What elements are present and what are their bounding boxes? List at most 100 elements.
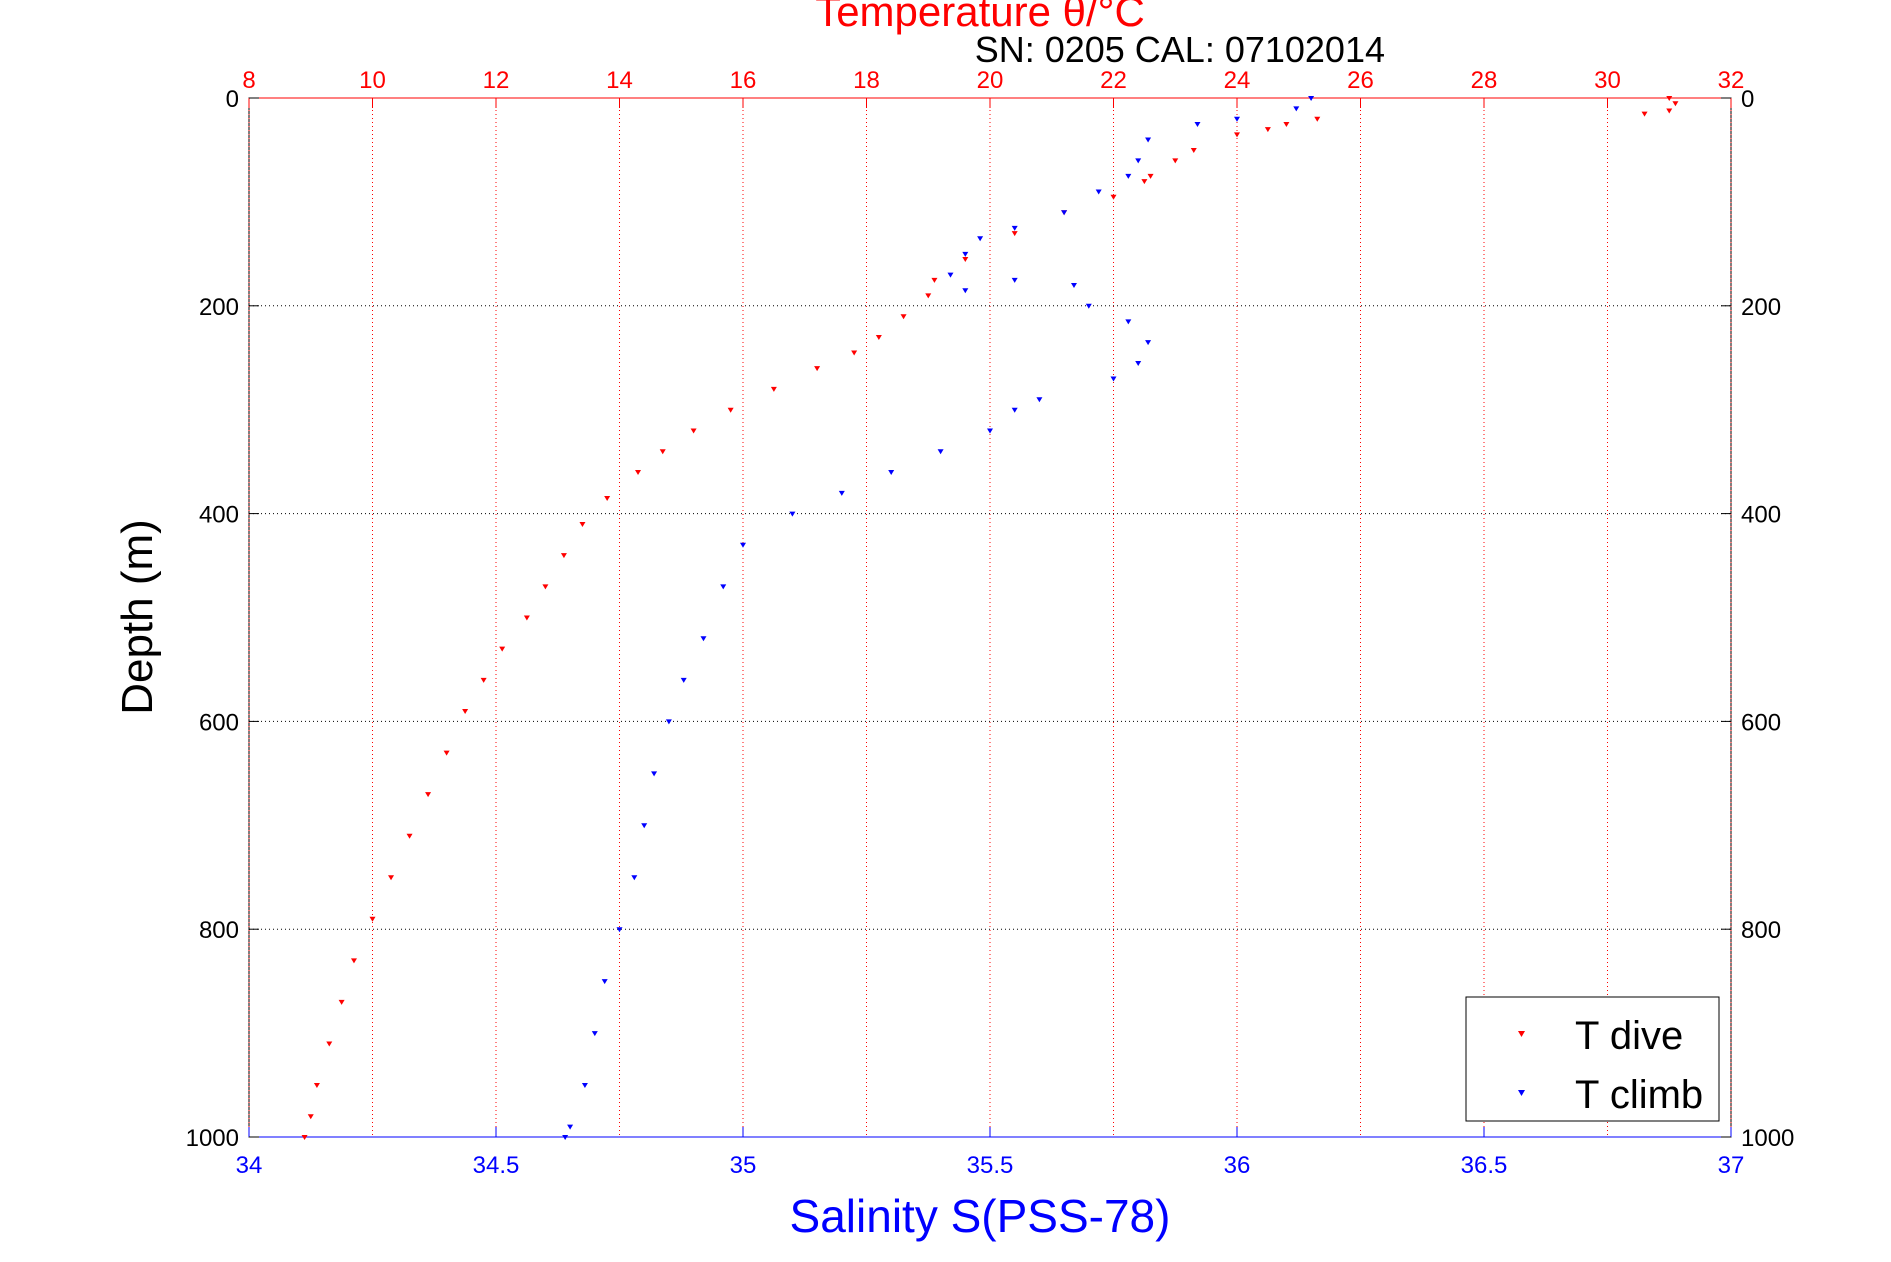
data-point [700, 636, 707, 642]
data-point [1314, 116, 1321, 122]
data-point [1036, 397, 1043, 403]
data-point [542, 584, 549, 590]
data-point [307, 1114, 314, 1120]
data-point [1234, 116, 1240, 122]
data-point [631, 875, 638, 881]
data-point [388, 875, 395, 881]
data-point [635, 470, 642, 476]
data-point [443, 750, 450, 756]
data-point [1141, 179, 1148, 185]
tick-label-temperature: 24 [1224, 67, 1251, 94]
data-point [1293, 106, 1300, 112]
data-point [1011, 407, 1018, 413]
data-point [925, 293, 932, 299]
data-point [659, 449, 666, 455]
data-point [1145, 340, 1152, 346]
data-point [1194, 121, 1201, 127]
tick-label-temperature: 10 [359, 67, 386, 94]
tick-label-salinity: 36.5 [1461, 1152, 1508, 1179]
tick-label-temperature: 30 [1594, 67, 1621, 94]
data-point [579, 521, 586, 527]
tick-label-depth-right: 1000 [1741, 1125, 1794, 1152]
data-point [814, 366, 821, 372]
data-point [1061, 210, 1068, 216]
tick-label-temperature: 14 [606, 67, 633, 94]
data-point [1110, 376, 1117, 382]
data-point [369, 916, 376, 922]
tick-label-depth-right: 800 [1741, 917, 1781, 944]
tick-label-depth-right: 400 [1741, 502, 1781, 529]
legend-box [1465, 996, 1720, 1122]
legend-marker-dive [1518, 1031, 1525, 1037]
data-point [338, 999, 345, 1005]
data-point [1641, 111, 1648, 117]
data-point [1147, 173, 1154, 179]
data-point [1135, 158, 1142, 164]
tick-label-depth-left: 0 [226, 86, 239, 113]
tick-label-salinity: 35.5 [967, 1152, 1014, 1179]
data-point [406, 833, 413, 839]
tick-label-salinity: 34 [236, 1152, 263, 1179]
data-point [1308, 96, 1315, 101]
legend-label-climb: T climb [1575, 1073, 1703, 1117]
data-point [1085, 303, 1092, 309]
data-point [1011, 231, 1018, 237]
data-point [1011, 225, 1018, 231]
data-point [962, 257, 969, 263]
data-point [720, 584, 727, 590]
data-point [900, 314, 907, 320]
data-point [987, 428, 993, 434]
x-axis-label: Salinity S(PSS-78) [790, 1190, 1171, 1242]
data-point [962, 288, 969, 294]
legend: T dive T climb [1465, 996, 1720, 1122]
tick-label-salinity: 36 [1224, 1152, 1251, 1179]
data-point [616, 927, 623, 933]
data-point [789, 511, 796, 517]
salinity-axis: 34 34.5 35 35.5 36 36.5 37 [236, 1127, 1744, 1179]
data-point [1095, 189, 1102, 195]
data-point [1666, 96, 1673, 101]
data-point [727, 407, 734, 413]
data-point [1125, 319, 1132, 325]
data-point [1234, 132, 1240, 138]
data-point [591, 1031, 598, 1037]
serial-calibration-annotation: SN: 0205 CAL: 07102014 [975, 29, 1385, 70]
data-point [665, 719, 672, 725]
tick-label-temperature: 18 [853, 67, 880, 94]
tick-label-temperature: 20 [977, 67, 1004, 94]
tick-label-depth-left: 1000 [186, 1125, 239, 1152]
data-point [690, 428, 697, 434]
data-point [1125, 173, 1132, 179]
tick-label-temperature: 16 [730, 67, 757, 94]
data-point [601, 979, 608, 985]
data-point [838, 490, 845, 496]
data-point [1110, 194, 1117, 200]
y-axis-label: Depth (m) [113, 519, 162, 715]
data-point [480, 677, 487, 683]
legend-label-dive: T dive [1575, 1014, 1683, 1058]
data-point [1666, 108, 1673, 114]
data-point [604, 496, 611, 502]
tick-label-salinity: 34.5 [473, 1152, 520, 1179]
data-point [560, 553, 567, 559]
tick-label-temperature: 28 [1471, 67, 1498, 94]
data-point [680, 677, 687, 683]
series-climb [562, 96, 1315, 1140]
data-point [567, 1124, 574, 1130]
data-point [888, 470, 895, 476]
tick-label-depth-left: 800 [199, 917, 239, 944]
data-series [301, 96, 1679, 1140]
depth-axis-right: 0 200 400 600 800 1000 [1721, 86, 1794, 1152]
data-point [581, 1083, 588, 1089]
tick-label-temperature: 8 [242, 67, 255, 94]
data-point [875, 334, 882, 340]
data-point [851, 350, 858, 356]
tick-label-depth-left: 400 [199, 502, 239, 529]
data-point [937, 449, 944, 455]
data-point [1264, 127, 1271, 133]
plot-area [248, 97, 1732, 1138]
tick-label-depth-left: 200 [199, 294, 239, 321]
data-point [740, 542, 746, 548]
data-point [1011, 277, 1018, 283]
